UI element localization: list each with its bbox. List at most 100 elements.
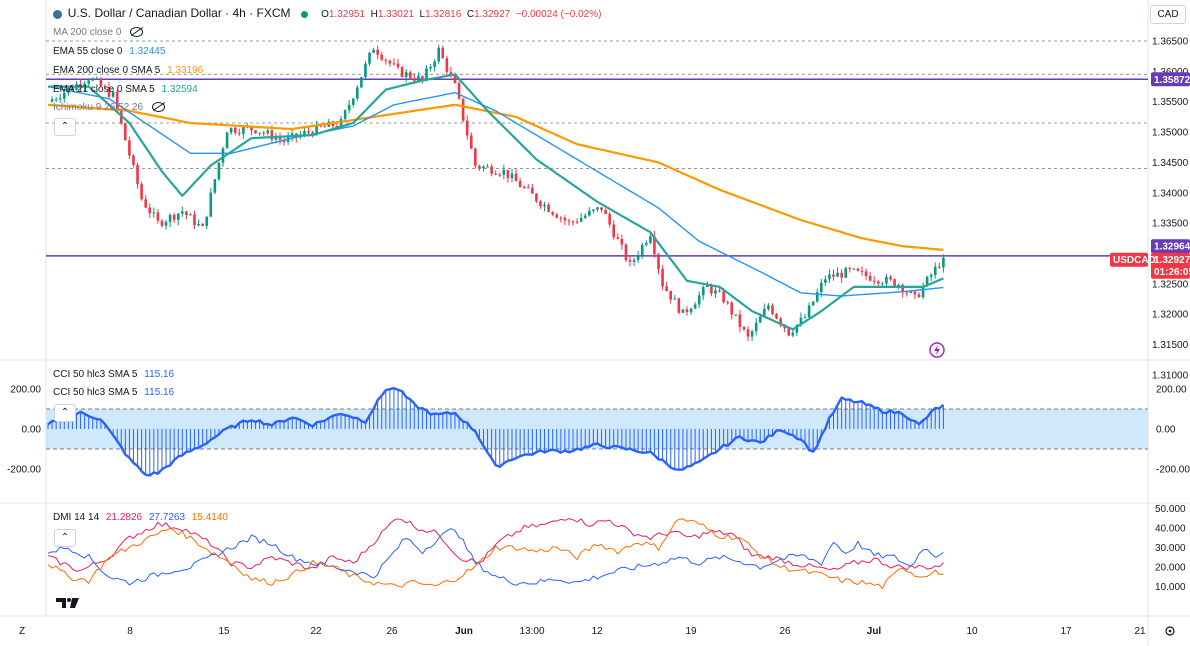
- dmi-plus-line[interactable]: [47, 518, 944, 572]
- candle-body: [103, 86, 107, 88]
- price-axis-label: 1.35500: [1152, 97, 1189, 108]
- settings-icon[interactable]: [1165, 626, 1175, 636]
- adx-line[interactable]: [47, 518, 944, 589]
- candle-body: [897, 284, 900, 287]
- timezone-icon[interactable]: Z: [19, 626, 25, 637]
- time-axis-label: 17: [1060, 626, 1072, 637]
- candle-body: [449, 71, 453, 75]
- indicator-ema21[interactable]: EMA 21 close 0 SMA 5 1.32594: [53, 83, 198, 97]
- candle-body: [893, 279, 896, 287]
- candle-body: [885, 276, 888, 284]
- candle-body: [596, 207, 599, 210]
- candle-body: [848, 268, 852, 270]
- candle-body: [758, 316, 762, 323]
- indicator-label: CCI 50 hlc3 SMA 5: [53, 387, 138, 398]
- candle-body: [681, 309, 685, 313]
- candle-body: [832, 274, 835, 277]
- candle-body: [779, 318, 782, 325]
- candle-body: [506, 169, 510, 179]
- cci-legend-1[interactable]: CCI 50 hlc3 SMA 5 115.16: [53, 368, 174, 382]
- candle-body: [437, 47, 441, 62]
- candle-body: [514, 173, 518, 182]
- candle-body: [754, 322, 758, 332]
- ema21-line[interactable]: [48, 73, 944, 331]
- candle-body: [673, 298, 677, 300]
- ema200-price-tag-bg: [1151, 239, 1190, 254]
- currency-button[interactable]: CAD: [1150, 5, 1186, 24]
- candle-body: [185, 211, 188, 215]
- flash-icon[interactable]: [929, 342, 945, 358]
- candle-body: [913, 291, 917, 295]
- collapse-dmi-legend-button[interactable]: ⌃: [54, 529, 76, 547]
- collapse-legend-button[interactable]: ⌃: [54, 118, 76, 136]
- candle-body: [718, 290, 721, 292]
- candle-body: [925, 276, 929, 287]
- ema200-price-tag[interactable]: 1.32964: [1154, 242, 1190, 253]
- candle-body: [303, 131, 306, 135]
- tradingview-logo-icon[interactable]: [56, 598, 79, 608]
- candle-body: [661, 269, 664, 287]
- candle-body: [343, 110, 347, 120]
- cci-line[interactable]: [47, 387, 945, 477]
- indicator-ichimoku[interactable]: Ichimoku 9 26 52 26: [53, 101, 165, 115]
- hidden-eye-icon[interactable]: [130, 27, 144, 38]
- dmi-axis-label: 50.000: [1155, 504, 1186, 515]
- candle-body: [868, 276, 872, 281]
- ohlc-legend: U.S. Dollar / Canadian Dollar · 4h · FXC…: [53, 6, 601, 22]
- candle-body: [828, 274, 831, 280]
- candle-body: [746, 329, 750, 337]
- indicator-ema200[interactable]: EMA 200 close 0 SMA 5 1.33196: [53, 64, 203, 78]
- indicator-ma200[interactable]: MA 200 close 0: [53, 26, 144, 40]
- dmi-minus-line[interactable]: [47, 528, 944, 586]
- collapse-cci-legend-button[interactable]: ⌃: [54, 404, 76, 422]
- dmi-legend[interactable]: DMI 14 14 21.2826 27.7263 15.4140: [53, 511, 228, 525]
- indicator-ema55[interactable]: EMA 55 close 0 1.32445: [53, 45, 165, 59]
- candle-body: [54, 99, 58, 101]
- hidden-eye-icon[interactable]: [151, 102, 165, 113]
- indicator-label: MA 200 close 0: [53, 27, 122, 38]
- candle-body: [921, 286, 925, 298]
- candle-body: [482, 166, 485, 169]
- candle-body: [490, 166, 493, 174]
- time-axis-label: 22: [310, 626, 322, 637]
- candle-body: [400, 67, 404, 77]
- price-axis-label: 1.34000: [1152, 188, 1189, 199]
- last-price-tag[interactable]: 1.32927: [1154, 255, 1190, 266]
- close-value: 1.32927: [474, 9, 511, 20]
- candle-body: [632, 259, 636, 262]
- candle-body: [860, 270, 864, 272]
- cci-legend-2[interactable]: CCI 50 hlc3 SMA 5 115.16: [53, 386, 174, 400]
- candle-body: [87, 80, 90, 84]
- candle-body: [575, 221, 579, 223]
- levels-group: [46, 40, 1148, 257]
- candle-body: [266, 130, 270, 134]
- candle-body: [730, 302, 734, 315]
- candle-body: [360, 77, 363, 88]
- candle-body: [640, 244, 644, 256]
- candle-body: [388, 60, 392, 64]
- countdown-tag[interactable]: 01:26:05: [1154, 267, 1190, 278]
- ema55-line[interactable]: [47, 85, 944, 297]
- moving-averages-group: [47, 73, 944, 331]
- candle-body: [856, 268, 860, 271]
- level-price-tag[interactable]: 1.35872: [1154, 75, 1190, 86]
- candle-body: [364, 63, 367, 78]
- dmi-group: [47, 518, 944, 589]
- indicator-label: EMA 200 close 0 SMA 5: [53, 65, 161, 76]
- symbol-title[interactable]: U.S. Dollar / Canadian Dollar · 4h · FXC…: [67, 6, 291, 20]
- candle-body: [156, 212, 160, 221]
- candle-body: [535, 193, 538, 202]
- indicator-label: DMI 14 14: [53, 512, 100, 523]
- ema200-line[interactable]: [47, 103, 944, 251]
- low-label: L: [419, 9, 426, 20]
- candle-body: [148, 207, 152, 214]
- price-axis-label: 1.32000: [1152, 310, 1189, 321]
- candle-body: [429, 66, 432, 69]
- symbol-tag[interactable]: USDCAD: [1113, 255, 1156, 266]
- candle-body: [767, 305, 770, 309]
- indicator-value: 115.16: [144, 369, 175, 380]
- candle-body: [408, 72, 412, 79]
- candle-body: [685, 309, 689, 313]
- candle-body: [518, 181, 522, 188]
